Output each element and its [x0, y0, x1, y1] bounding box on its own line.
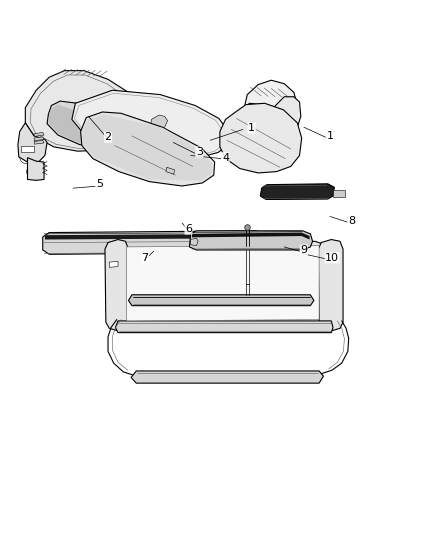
Polygon shape	[72, 90, 230, 158]
Polygon shape	[192, 232, 310, 239]
Polygon shape	[43, 231, 273, 254]
Polygon shape	[48, 104, 133, 148]
Circle shape	[22, 152, 31, 161]
Polygon shape	[25, 71, 152, 151]
Polygon shape	[128, 295, 314, 305]
Text: 8: 8	[348, 216, 355, 226]
Polygon shape	[269, 97, 301, 133]
Text: 1: 1	[248, 123, 255, 133]
Polygon shape	[34, 137, 44, 141]
Text: 9: 9	[300, 245, 307, 255]
Polygon shape	[231, 103, 289, 149]
Polygon shape	[28, 158, 44, 180]
Polygon shape	[166, 167, 175, 174]
Text: 3: 3	[196, 147, 203, 157]
Polygon shape	[45, 234, 269, 243]
Polygon shape	[81, 112, 215, 186]
Polygon shape	[131, 371, 323, 383]
Polygon shape	[127, 246, 319, 321]
Text: 4: 4	[222, 152, 229, 163]
Polygon shape	[34, 133, 44, 136]
Polygon shape	[220, 103, 302, 173]
Polygon shape	[260, 184, 334, 199]
Polygon shape	[303, 241, 333, 279]
Polygon shape	[105, 239, 128, 331]
Polygon shape	[110, 261, 118, 268]
Text: 7: 7	[141, 253, 148, 263]
Polygon shape	[189, 231, 313, 250]
Polygon shape	[47, 101, 136, 149]
Text: 1: 1	[326, 131, 333, 141]
Text: 6: 6	[185, 224, 192, 234]
Polygon shape	[243, 133, 253, 141]
Polygon shape	[116, 321, 333, 333]
Text: 5: 5	[96, 179, 103, 189]
Polygon shape	[318, 239, 343, 331]
Polygon shape	[333, 190, 345, 197]
Text: 2: 2	[104, 132, 112, 142]
Polygon shape	[191, 238, 198, 246]
Polygon shape	[34, 140, 44, 144]
Polygon shape	[150, 115, 168, 130]
Polygon shape	[238, 130, 246, 135]
Polygon shape	[244, 80, 297, 118]
Text: 10: 10	[325, 253, 339, 263]
Polygon shape	[82, 114, 212, 181]
Polygon shape	[21, 146, 34, 152]
Polygon shape	[18, 123, 47, 162]
